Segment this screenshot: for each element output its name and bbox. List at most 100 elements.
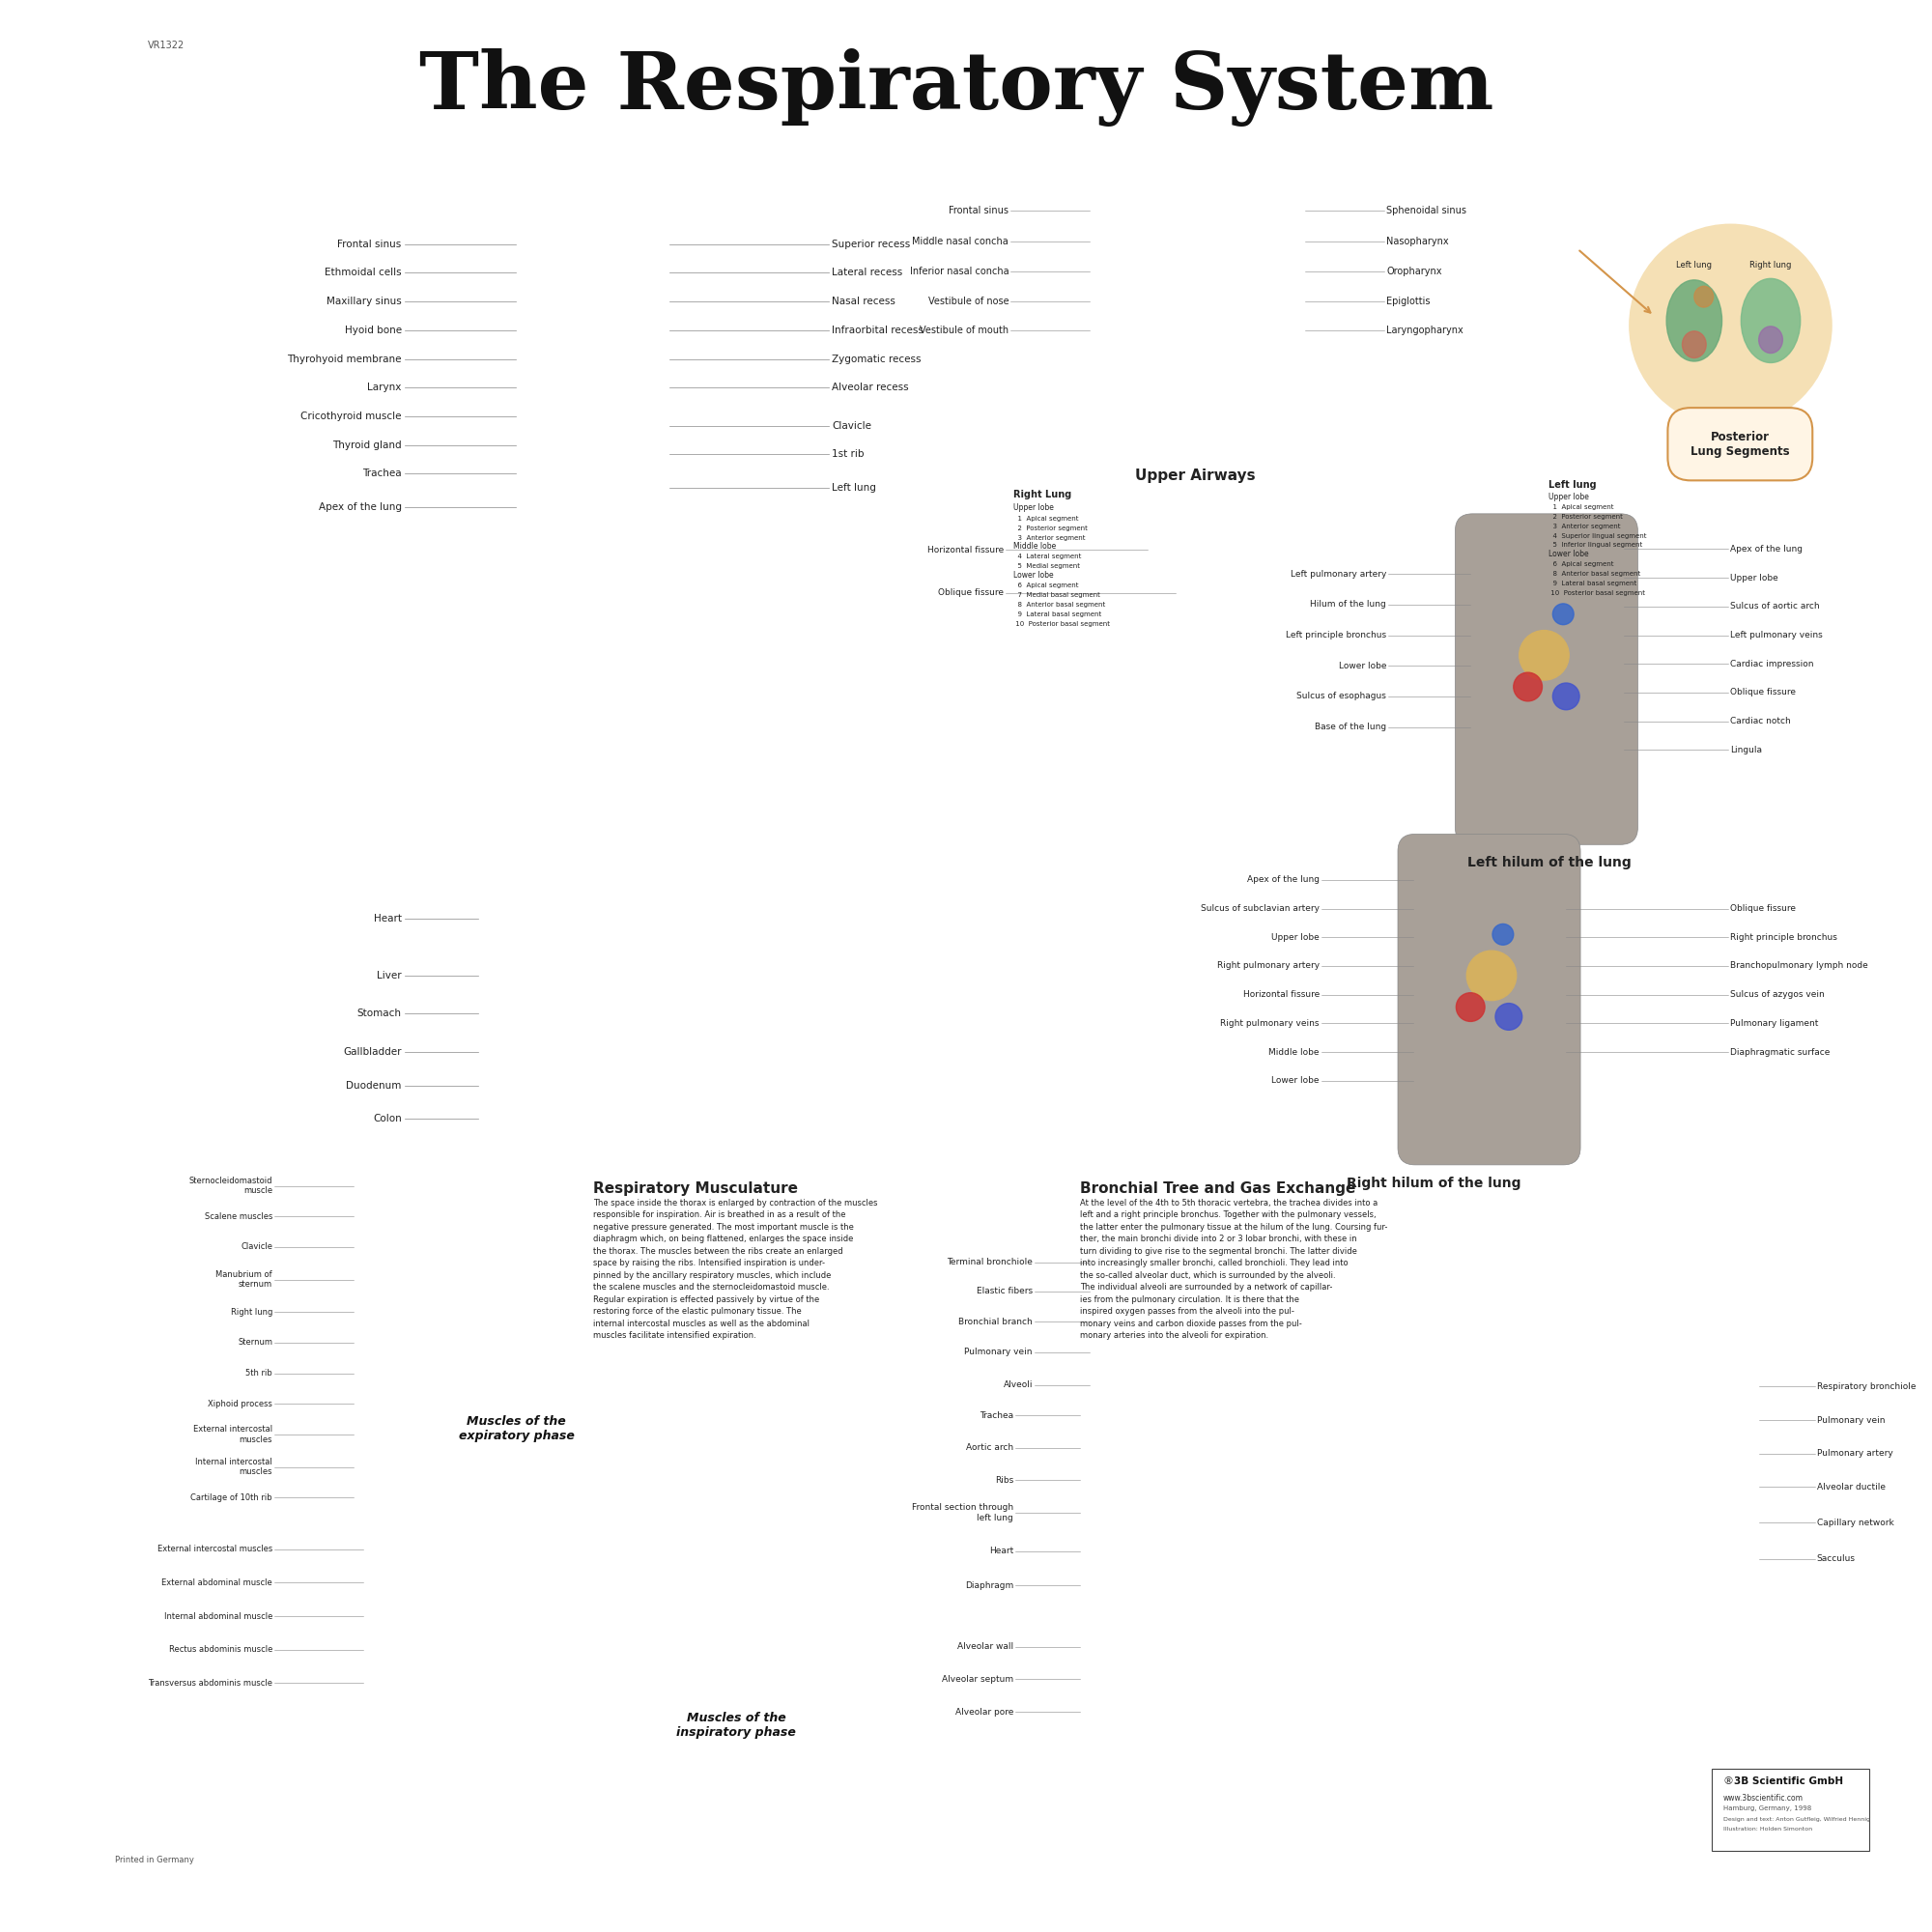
Text: ®: ®	[1723, 1777, 1733, 1787]
Text: Horizontal fissure: Horizontal fissure	[927, 545, 1005, 554]
Text: 1  Apical segment: 1 Apical segment	[1549, 504, 1613, 510]
Text: 6  Apical segment: 6 Apical segment	[1014, 583, 1078, 589]
Text: Respiratory Musculature: Respiratory Musculature	[593, 1180, 798, 1196]
Text: Sacculus: Sacculus	[1816, 1555, 1855, 1563]
Text: Upper lobe: Upper lobe	[1014, 502, 1055, 512]
Bar	[1712, 1770, 1868, 1851]
Text: 3  Anterior segment: 3 Anterior segment	[1549, 524, 1621, 529]
Text: Respiratory bronchiole: Respiratory bronchiole	[1816, 1381, 1917, 1391]
Text: 6  Apical segment: 6 Apical segment	[1549, 562, 1613, 568]
Text: Sulcus of azygos vein: Sulcus of azygos vein	[1731, 991, 1826, 999]
Text: Diaphragm: Diaphragm	[964, 1580, 1014, 1590]
Text: Thyrohyoid membrane: Thyrohyoid membrane	[288, 354, 402, 363]
Text: Aortic arch: Aortic arch	[966, 1443, 1014, 1453]
Text: Hilum of the lung: Hilum of the lung	[1310, 601, 1387, 609]
Text: 2  Posterior segment: 2 Posterior segment	[1549, 514, 1623, 520]
Text: Right pulmonary artery: Right pulmonary artery	[1217, 962, 1320, 970]
Text: Lower lobe: Lower lobe	[1271, 1076, 1320, 1086]
Text: Manubrium of
sternum: Manubrium of sternum	[216, 1269, 272, 1289]
Ellipse shape	[1492, 923, 1513, 945]
Text: Upper lobe: Upper lobe	[1271, 933, 1320, 941]
Text: 1st rib: 1st rib	[833, 450, 864, 460]
Text: Larynx: Larynx	[367, 383, 402, 392]
Text: Liver: Liver	[377, 970, 402, 980]
Text: Lateral recess: Lateral recess	[833, 269, 902, 278]
Text: Oblique fissure: Oblique fissure	[1731, 904, 1797, 914]
Text: 7  Medial basal segment: 7 Medial basal segment	[1014, 591, 1101, 597]
Text: External abdominal muscle: External abdominal muscle	[162, 1578, 272, 1586]
Text: 4  Superior lingual segment: 4 Superior lingual segment	[1549, 533, 1646, 539]
Text: Apex of the lung: Apex of the lung	[319, 502, 402, 512]
Text: Epiglottis: Epiglottis	[1387, 298, 1430, 307]
Text: Illustration: Holden Simonton: Illustration: Holden Simonton	[1723, 1826, 1812, 1832]
Text: Elastic fibers: Elastic fibers	[976, 1287, 1032, 1296]
Text: 10  Posterior basal segment: 10 Posterior basal segment	[1549, 589, 1646, 595]
Text: Clavicle: Clavicle	[242, 1242, 272, 1252]
Text: Lower lobe: Lower lobe	[1339, 661, 1387, 670]
Text: VR1322: VR1322	[149, 41, 185, 50]
Ellipse shape	[1758, 327, 1783, 354]
Text: External intercostal
muscles: External intercostal muscles	[193, 1426, 272, 1443]
Text: Rectus abdominis muscle: Rectus abdominis muscle	[168, 1646, 272, 1654]
Text: Printed in Germany: Printed in Germany	[114, 1857, 193, 1864]
Text: Branchopulmonary lymph node: Branchopulmonary lymph node	[1731, 962, 1868, 970]
Text: Oropharynx: Oropharynx	[1387, 267, 1441, 276]
Text: Posterior
Lung Segments: Posterior Lung Segments	[1690, 431, 1789, 458]
Text: www.3bscientific.com: www.3bscientific.com	[1723, 1795, 1803, 1803]
Text: Right hilum of the lung: Right hilum of the lung	[1347, 1177, 1520, 1190]
Text: Right pulmonary veins: Right pulmonary veins	[1221, 1018, 1320, 1028]
Ellipse shape	[1519, 630, 1569, 680]
Text: Clavicle: Clavicle	[833, 421, 871, 431]
Ellipse shape	[1457, 993, 1486, 1022]
Text: Hamburg, Germany, 1998: Hamburg, Germany, 1998	[1723, 1806, 1810, 1812]
Text: Pulmonary artery: Pulmonary artery	[1816, 1449, 1893, 1459]
Text: Internal abdominal muscle: Internal abdominal muscle	[164, 1611, 272, 1621]
Text: Frontal sinus: Frontal sinus	[338, 240, 402, 249]
Text: Zygomatic recess: Zygomatic recess	[833, 354, 922, 363]
Text: 9  Lateral basal segment: 9 Lateral basal segment	[1014, 611, 1101, 616]
Text: Sulcus of aortic arch: Sulcus of aortic arch	[1731, 603, 1820, 611]
Ellipse shape	[1683, 330, 1706, 357]
Text: Right principle bronchus: Right principle bronchus	[1731, 933, 1837, 941]
Text: Upper Airways: Upper Airways	[1134, 469, 1256, 483]
Text: Hyoid bone: Hyoid bone	[344, 325, 402, 334]
Text: Right lung: Right lung	[230, 1308, 272, 1316]
Text: Thyroid gland: Thyroid gland	[332, 440, 402, 450]
Text: 2  Posterior segment: 2 Posterior segment	[1014, 526, 1088, 531]
Text: Left pulmonary artery: Left pulmonary artery	[1291, 570, 1387, 578]
Text: Left pulmonary veins: Left pulmonary veins	[1731, 632, 1824, 639]
Text: 10  Posterior basal segment: 10 Posterior basal segment	[1014, 620, 1111, 626]
Ellipse shape	[1466, 951, 1517, 1001]
Text: Xiphoid process: Xiphoid process	[209, 1399, 272, 1408]
Text: Sulcus of subclavian artery: Sulcus of subclavian artery	[1200, 904, 1320, 914]
Text: Alveolar ductile: Alveolar ductile	[1816, 1482, 1886, 1492]
Text: The space inside the thorax is enlarged by contraction of the muscles
responsibl: The space inside the thorax is enlarged …	[593, 1198, 877, 1341]
Text: Scalene muscles: Scalene muscles	[205, 1211, 272, 1221]
Text: 1  Apical segment: 1 Apical segment	[1014, 516, 1078, 522]
Text: Sphenoidal sinus: Sphenoidal sinus	[1387, 207, 1466, 216]
Text: Apex of the lung: Apex of the lung	[1246, 875, 1320, 885]
Text: Pulmonary vein: Pulmonary vein	[1816, 1416, 1886, 1424]
Text: Gallbladder: Gallbladder	[344, 1047, 402, 1057]
Text: Alveolar wall: Alveolar wall	[958, 1642, 1014, 1652]
Text: Pulmonary ligament: Pulmonary ligament	[1731, 1018, 1818, 1028]
Text: Base of the lung: Base of the lung	[1316, 723, 1387, 732]
Text: Cricothyroid muscle: Cricothyroid muscle	[301, 412, 402, 421]
Text: Apex of the lung: Apex of the lung	[1731, 545, 1803, 553]
Text: Left lung: Left lung	[833, 483, 875, 493]
Text: Design and text: Anton Gutfleig, Wilfried Hennig: Design and text: Anton Gutfleig, Wilfrie…	[1723, 1816, 1870, 1822]
Text: Frontal section through
left lung: Frontal section through left lung	[912, 1503, 1014, 1522]
Text: Alveolar recess: Alveolar recess	[833, 383, 908, 392]
Text: Trachea: Trachea	[363, 469, 402, 479]
Text: The Respiratory System: The Respiratory System	[419, 48, 1493, 126]
Text: 4  Lateral segment: 4 Lateral segment	[1014, 554, 1082, 560]
Text: 5  Medial segment: 5 Medial segment	[1014, 564, 1080, 570]
Text: Horizontal fissure: Horizontal fissure	[1242, 991, 1320, 999]
Text: Nasal recess: Nasal recess	[833, 298, 895, 307]
Text: Bronchial branch: Bronchial branch	[958, 1318, 1032, 1325]
Text: Alveolar septum: Alveolar septum	[943, 1675, 1014, 1683]
Text: External intercostal muscles: External intercostal muscles	[156, 1546, 272, 1553]
Text: Heart: Heart	[989, 1548, 1014, 1555]
Text: Vestibule of mouth: Vestibule of mouth	[920, 325, 1009, 334]
Text: 8  Anterior basal segment: 8 Anterior basal segment	[1549, 572, 1640, 578]
